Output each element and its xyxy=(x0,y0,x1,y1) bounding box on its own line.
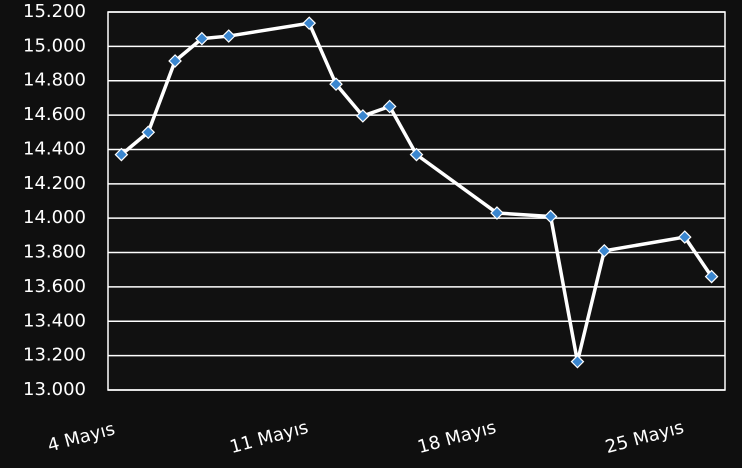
marker xyxy=(302,16,317,31)
marker xyxy=(409,147,424,162)
marker xyxy=(141,125,156,140)
y-tick-label: 13.800 xyxy=(23,242,86,263)
marker xyxy=(490,206,504,220)
y-tick-label: 15.000 xyxy=(23,35,86,56)
y-tick-label: 13.000 xyxy=(23,379,86,400)
marker xyxy=(329,77,343,92)
marker xyxy=(114,147,129,162)
plot-area xyxy=(107,11,726,391)
y-tick-label: 15.200 xyxy=(23,1,86,22)
y-tick-label: 14.600 xyxy=(23,104,86,125)
y-tick-label: 13.200 xyxy=(23,345,86,366)
y-tick-label: 13.600 xyxy=(23,276,86,297)
y-tick-label: 14.000 xyxy=(23,207,86,228)
y-tick-label: 14.400 xyxy=(23,138,86,159)
marker xyxy=(221,29,236,43)
marker xyxy=(677,230,692,244)
marker xyxy=(704,269,719,284)
y-tick-label: 14.200 xyxy=(23,173,86,194)
marker xyxy=(570,354,585,369)
marker xyxy=(543,209,558,224)
marker xyxy=(195,31,209,46)
line xyxy=(120,21,714,364)
marker xyxy=(168,54,182,68)
y-tick-label: 14.800 xyxy=(23,70,86,91)
marker xyxy=(382,99,397,114)
marker xyxy=(597,243,612,258)
y-tick-label: 13.400 xyxy=(23,310,86,331)
marker xyxy=(355,109,370,123)
